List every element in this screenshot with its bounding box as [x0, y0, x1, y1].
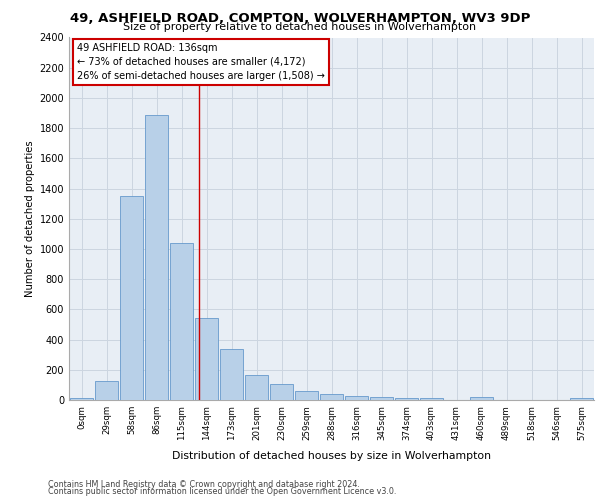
Bar [345, 396, 368, 400]
Bar [220, 350, 243, 400]
Text: Contains public sector information licensed under the Open Government Licence v3: Contains public sector information licen… [48, 487, 397, 496]
Text: 49, ASHFIELD ROAD, COMPTON, WOLVERHAMPTON, WV3 9DP: 49, ASHFIELD ROAD, COMPTON, WOLVERHAMPTO… [70, 12, 530, 25]
Bar [395, 398, 418, 400]
Bar [370, 396, 393, 400]
Bar [170, 243, 193, 400]
Bar [70, 398, 93, 400]
Bar [320, 394, 343, 400]
X-axis label: Distribution of detached houses by size in Wolverhampton: Distribution of detached houses by size … [172, 451, 491, 461]
Bar [420, 398, 443, 400]
Bar [245, 375, 268, 400]
Y-axis label: Number of detached properties: Number of detached properties [25, 140, 35, 297]
Bar [570, 398, 593, 400]
Text: 49 ASHFIELD ROAD: 136sqm
← 73% of detached houses are smaller (4,172)
26% of sem: 49 ASHFIELD ROAD: 136sqm ← 73% of detach… [77, 43, 325, 81]
Text: Contains HM Land Registry data © Crown copyright and database right 2024.: Contains HM Land Registry data © Crown c… [48, 480, 360, 489]
Bar [295, 391, 318, 400]
Bar [470, 398, 493, 400]
Text: Size of property relative to detached houses in Wolverhampton: Size of property relative to detached ho… [124, 22, 476, 32]
Bar [195, 318, 218, 400]
Bar [95, 381, 118, 400]
Bar [145, 114, 168, 400]
Bar [270, 384, 293, 400]
Bar [120, 196, 143, 400]
